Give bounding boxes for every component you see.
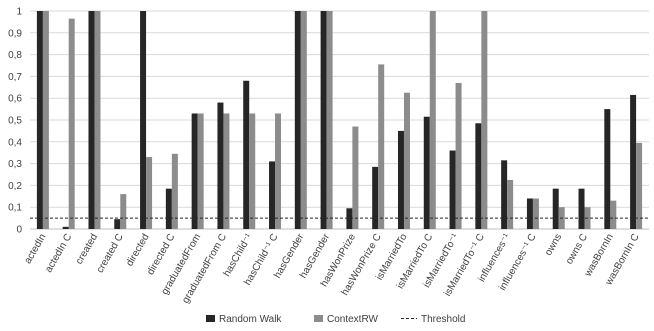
bar-random-walk [604,109,611,229]
y-tick-label: 0,1 [8,203,22,214]
bar-contextrw [223,113,230,229]
bar-contextrw [68,18,75,229]
bar-random-walk [501,160,508,229]
bar-contextrw [146,157,153,229]
legend-label-threshold: Threshold [421,314,465,325]
bar-contextrw [532,198,539,229]
y-tick-label: 0,2 [8,181,22,192]
x-tick-label: actedIn [23,232,49,266]
bar-random-walk [526,198,533,229]
bar-random-walk [114,219,121,229]
bar-contextrw [275,113,282,229]
y-tick-label: 0,9 [8,28,22,39]
y-tick-label: 0,7 [8,72,22,83]
y-tick-label: 0,5 [8,116,22,127]
bar-contextrw [610,200,617,229]
bar-contextrw [94,11,101,229]
bar-random-walk [191,113,198,229]
bar-contextrw [429,11,436,229]
y-tick-label: 0,6 [8,94,22,105]
bar-random-walk [36,11,43,229]
x-tick-label: directed [124,232,151,268]
bar-random-walk [294,11,301,229]
bar-contextrw [42,11,49,229]
x-tick-label: created [74,232,100,266]
legend-label-random-walk: Random Walk [219,314,282,325]
y-tick-label: 0 [16,225,22,236]
bar-random-walk [88,11,95,229]
y-tick-label: 0,3 [8,159,22,170]
bar-random-walk [475,123,482,229]
x-tick-label: owns [543,232,564,258]
y-axis: 0 0,1 0,2 0,3 0,4 0,5 0,6 0,7 0,8 0,9 1 [8,7,22,236]
bar-contextrw [300,11,307,229]
bar-random-walk [320,11,327,229]
bar-random-walk [243,80,250,229]
legend-label-contextrw: ContextRW [327,314,379,325]
legend-swatch-contextrw [314,315,323,322]
bar-contextrw [507,179,514,229]
bar-random-walk [62,226,69,229]
bar-contextrw [352,126,359,229]
bar-random-walk [578,188,585,229]
bar-random-walk [269,161,276,229]
gridlines [30,10,649,230]
bar-random-walk [397,130,404,229]
bar-random-walk [346,208,353,229]
bars [36,11,643,230]
bar-random-walk [372,166,379,229]
bar-random-walk [423,116,430,229]
legend: Random Walk ContextRW Threshold [206,314,465,325]
x-tick-label: actedIn C [43,232,74,275]
bar-contextrw [249,113,256,229]
bar-contextrw [403,92,410,229]
bar-contextrw [481,11,488,229]
x-tick-label: owns C [564,232,590,266]
bar-contextrw [636,142,643,229]
bar-random-walk [140,11,147,229]
bar-contextrw [197,113,204,229]
bar-random-walk [217,102,224,229]
bar-random-walk [552,188,559,229]
y-tick-label: 0,8 [8,50,22,61]
bar-contextrw [455,82,462,229]
bar-contextrw [171,153,178,229]
bar-contextrw [378,64,385,229]
legend-swatch-random-walk [206,315,215,322]
bar-contextrw [120,194,127,229]
bar-contextrw [326,11,333,229]
bar-random-walk [165,188,172,229]
bar-random-walk [630,94,637,230]
y-tick-label: 0,4 [8,137,22,148]
bar-random-walk [449,150,456,229]
y-tick-label: 1 [16,7,22,18]
